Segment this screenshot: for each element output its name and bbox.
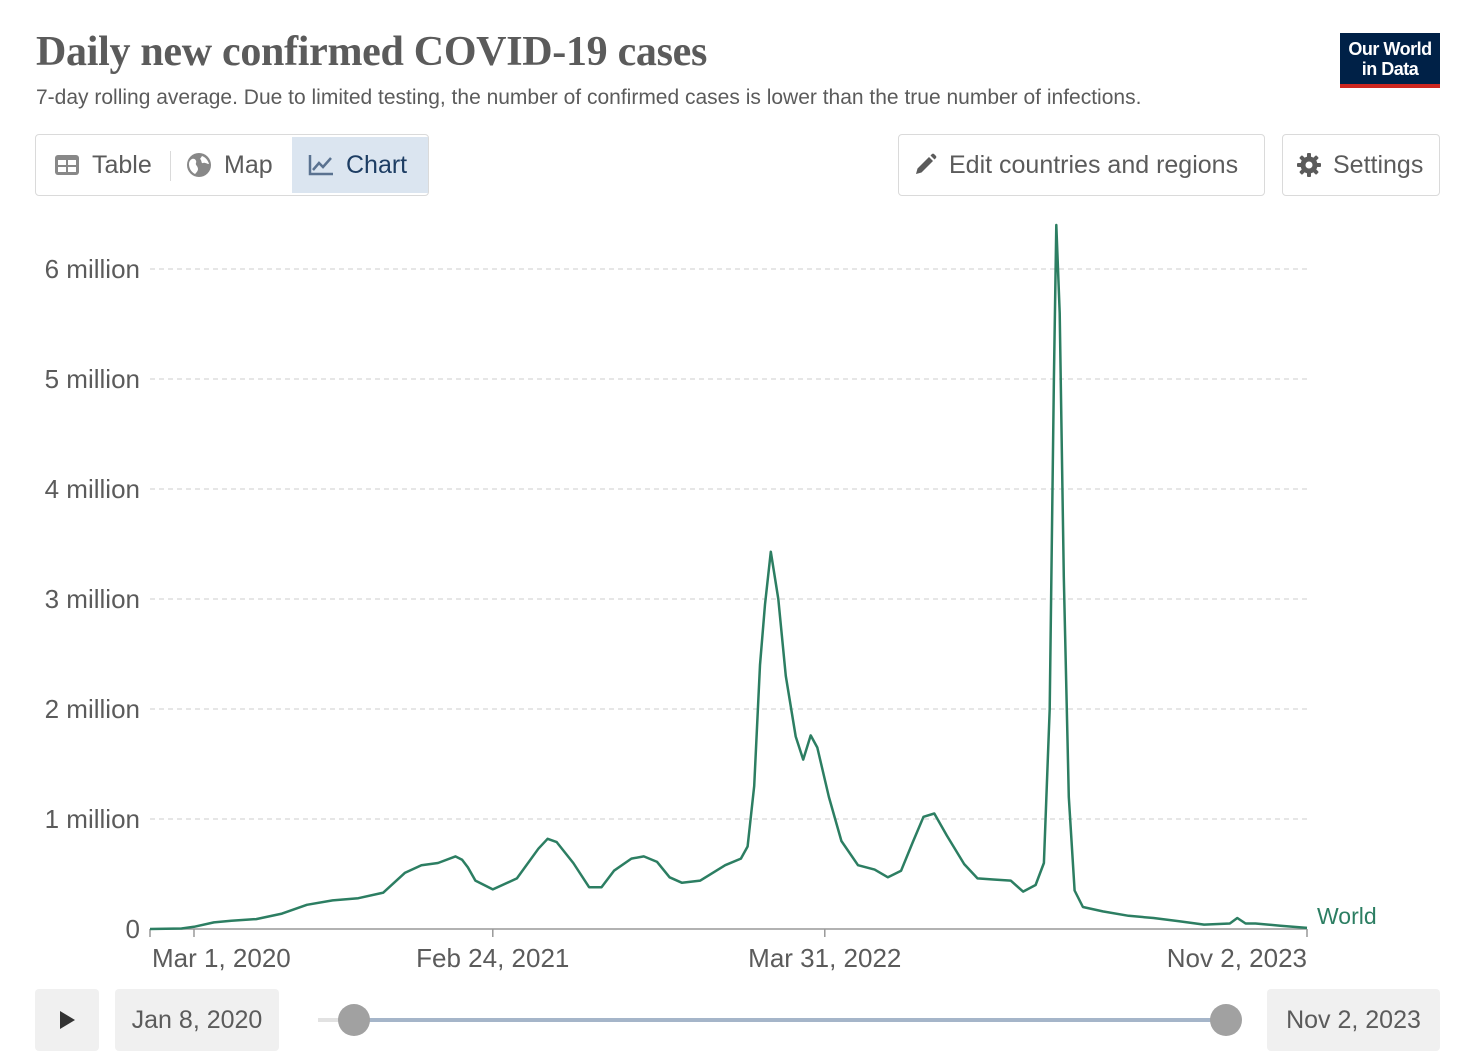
settings-button[interactable]: Settings — [1282, 134, 1440, 196]
pencil-icon — [916, 153, 937, 174]
table-icon — [55, 155, 79, 175]
line-chart-icon — [308, 155, 333, 176]
y-tick-label: 4 million — [45, 474, 140, 504]
line-chart: 0 1 million 2 million 3 million 4 million 5 m… — [45, 223, 1377, 973]
x-tick-label: Feb 24, 2021 — [416, 943, 569, 973]
settings-label: Settings — [1333, 150, 1424, 179]
tab-chart-label: Chart — [346, 150, 408, 179]
tab-table[interactable]: Table — [54, 137, 152, 193]
timeline-track[interactable] — [354, 1018, 1226, 1022]
timeline-end-date[interactable]: Nov 2, 2023 — [1267, 989, 1440, 1051]
view-tabs: Table Map Chart — [35, 134, 429, 196]
logo-line-2: in Data — [1361, 59, 1419, 79]
x-tick-label: Nov 2, 2023 — [1167, 943, 1307, 973]
y-tick-label: 3 million — [45, 584, 140, 614]
y-tick-label: 0 — [126, 914, 140, 944]
logo-line-1: Our World — [1348, 39, 1432, 59]
globe-icon — [187, 153, 211, 177]
y-tick-label: 6 million — [45, 254, 140, 284]
x-tick-label: Mar 31, 2022 — [748, 943, 901, 973]
owid-logo[interactable]: Our World in Data — [1340, 33, 1440, 88]
play-icon — [60, 1011, 75, 1029]
tab-table-label: Table — [92, 150, 152, 179]
tab-chart[interactable]: Chart — [292, 137, 428, 193]
timeline-track-inactive — [318, 1018, 354, 1022]
edit-countries-button[interactable]: Edit countries and regions — [898, 134, 1265, 196]
gear-icon — [1297, 153, 1321, 177]
chart-title: Daily new confirmed COVID-19 cases — [36, 29, 708, 75]
y-tick-label: 2 million — [45, 694, 140, 724]
tab-divider — [170, 151, 171, 181]
timeline-start-handle[interactable] — [338, 1004, 370, 1036]
tab-map[interactable]: Map — [186, 137, 273, 193]
edit-countries-label: Edit countries and regions — [949, 150, 1239, 179]
tab-map-label: Map — [224, 150, 273, 179]
chart-subtitle: 7-day rolling average. Due to limited te… — [36, 86, 1142, 109]
play-button[interactable] — [35, 989, 99, 1051]
series-label-world: World — [1317, 903, 1377, 929]
y-tick-label: 5 million — [45, 364, 140, 394]
x-tick-label: Mar 1, 2020 — [152, 943, 291, 973]
timeline-start-date[interactable]: Jan 8, 2020 — [115, 989, 279, 1051]
series-line-world — [149, 223, 1308, 931]
timeline-end-handle[interactable] — [1210, 1004, 1242, 1036]
y-tick-label: 1 million — [45, 804, 140, 834]
